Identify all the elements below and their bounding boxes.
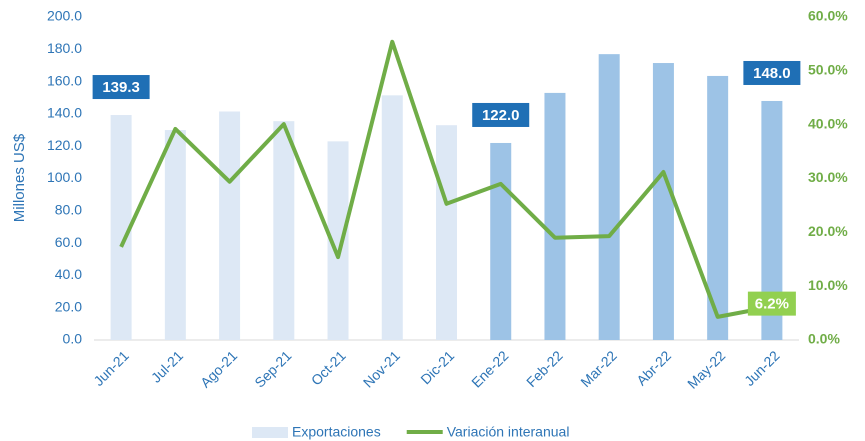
x-tick-label: Mar-22 — [577, 347, 620, 390]
x-tick-label: May-22 — [684, 347, 728, 391]
bar — [273, 121, 295, 340]
line — [119, 39, 773, 319]
bar — [110, 115, 132, 340]
y2-tick-label: 10.0% — [808, 277, 848, 293]
y-tick-label: 80.0 — [55, 202, 82, 218]
x-tick-label: Abr-22 — [633, 347, 674, 388]
data-label-bg — [743, 60, 801, 85]
y2-tick-label: 20.0% — [808, 223, 848, 239]
bar — [707, 75, 729, 340]
x-tick-label: Dic-21 — [417, 347, 457, 387]
data-label: 6.2% — [755, 296, 789, 313]
legend-swatch — [252, 427, 288, 438]
x-tick-label: Sep-21 — [251, 347, 294, 390]
y2-tick-label: 0.0% — [808, 331, 840, 347]
y-tick-label: 60.0 — [55, 234, 82, 250]
y-tick-label: 120.0 — [47, 137, 82, 153]
x-tick-label: Oct-21 — [308, 347, 349, 388]
bar — [761, 100, 783, 340]
x-tick-label: Ago-21 — [197, 347, 240, 390]
bar — [219, 111, 241, 340]
bar — [490, 142, 512, 340]
y2-tick-label: 60.0% — [808, 8, 848, 24]
y2-tick-label: 50.0% — [808, 62, 848, 78]
bar — [652, 63, 674, 341]
data-label: 139.3 — [102, 79, 140, 96]
data-label-bg — [747, 291, 796, 316]
data-label-bg — [92, 75, 150, 100]
x-tick-label: Nov-21 — [360, 347, 403, 390]
data-label: 122.0 — [482, 107, 520, 124]
y-axis-label: Millones US$ — [11, 133, 28, 222]
y-tick-label: 0.0 — [63, 331, 83, 347]
x-tick-label: Jun-21 — [90, 347, 132, 389]
y-tick-label: 160.0 — [47, 72, 82, 88]
x-tick-label: Jun-22 — [741, 347, 783, 389]
x-tick-label: Ene-22 — [468, 347, 511, 390]
y2-tick-label: 40.0% — [808, 115, 848, 131]
y-tick-label: 140.0 — [47, 105, 82, 121]
x-tick-label: Feb-22 — [523, 347, 566, 390]
y2-tick-label: 30.0% — [808, 169, 848, 185]
bar — [436, 125, 457, 340]
y-tick-label: 20.0 — [55, 298, 82, 314]
bar — [164, 130, 186, 340]
data-label-bg — [472, 102, 530, 127]
x-tick-label: Jul-21 — [148, 347, 186, 385]
bar — [381, 95, 403, 340]
y-tick-label: 180.0 — [47, 40, 82, 56]
y-tick-label: 40.0 — [55, 266, 82, 282]
bar — [598, 54, 620, 341]
bar — [327, 141, 349, 340]
y-tick-label: 100.0 — [47, 169, 82, 185]
data-label: 148.0 — [753, 65, 791, 82]
y-tick-label: 200.0 — [47, 8, 82, 24]
legend-label: Variación interanual — [447, 424, 570, 440]
legend-label: Exportaciones — [292, 424, 381, 440]
bar — [544, 92, 566, 340]
